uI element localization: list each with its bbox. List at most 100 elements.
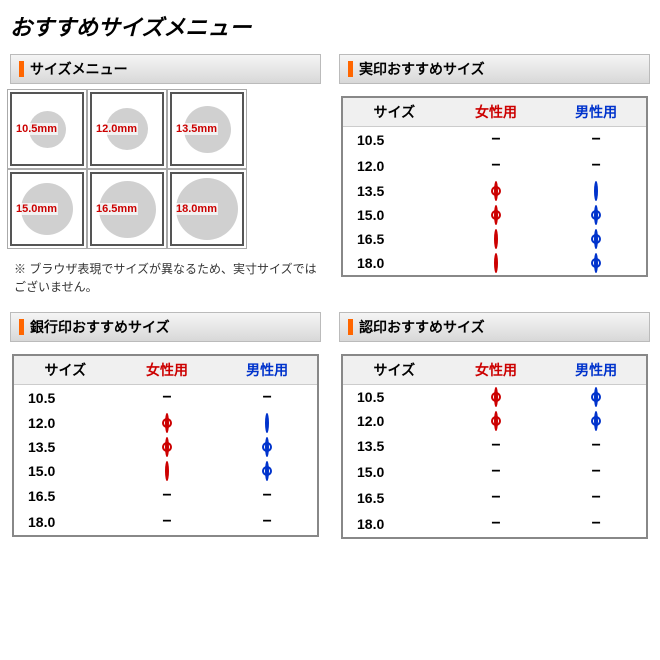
size-cell: 13.5	[342, 433, 446, 459]
female-cell: −	[446, 511, 547, 538]
female-cell: −	[446, 485, 547, 511]
single-circle-icon	[494, 253, 498, 273]
size-box[interactable]: 15.0mm	[10, 172, 84, 246]
dash-mark: −	[491, 131, 500, 148]
ginkoin-section: 銀行印おすすめサイズ サイズ女性用男性用10.5−−12.013.515.016…	[10, 312, 321, 541]
size-label: 15.0mm	[15, 203, 58, 215]
jitsuin-header: 実印おすすめサイズ	[339, 54, 650, 84]
ginkoin-header: 銀行印おすすめサイズ	[10, 312, 321, 342]
double-circle-icon	[594, 411, 598, 431]
size-cell: 12.0	[342, 409, 446, 433]
male-cell	[546, 251, 647, 276]
table-row: 10.5	[342, 385, 647, 410]
size-menu-section: サイズメニュー 10.5mm12.0mm13.5mm 15.0mm 16.5mm 18…	[10, 54, 321, 296]
male-cell: −	[217, 483, 318, 509]
dash-mark: −	[591, 437, 600, 454]
top-row: サイズメニュー 10.5mm12.0mm13.5mm 15.0mm 16.5mm 18…	[10, 54, 650, 312]
double-circle-icon	[494, 205, 498, 225]
table-row: 13.5	[13, 435, 318, 459]
dash-mark: −	[591, 157, 600, 174]
table-row: 12.0	[342, 409, 647, 433]
table-row: 18.0−−	[13, 509, 318, 536]
bottom-row: 銀行印おすすめサイズ サイズ女性用男性用10.5−−12.013.515.016…	[10, 312, 650, 557]
female-cell	[446, 179, 547, 203]
male-cell: −	[546, 485, 647, 511]
size-cell: 18.0	[342, 511, 446, 538]
female-cell: −	[446, 433, 547, 459]
male-cell	[546, 227, 647, 251]
size-label: 16.5mm	[95, 203, 138, 215]
col-female: 女性用	[117, 355, 218, 385]
single-circle-icon	[494, 229, 498, 249]
double-circle-icon	[594, 229, 598, 249]
male-cell: −	[546, 153, 647, 179]
male-cell	[546, 385, 647, 410]
double-circle-icon	[494, 181, 498, 201]
size-cell: 16.5	[342, 485, 446, 511]
dash-mark: −	[262, 389, 271, 406]
jitsuin-table: サイズ女性用男性用10.5−−12.0−−13.515.016.518.0	[341, 96, 648, 277]
table-row: 12.0	[13, 411, 318, 435]
size-box[interactable]: 10.5mm	[10, 92, 84, 166]
female-cell	[117, 459, 218, 483]
table-row: 16.5−−	[342, 485, 647, 511]
female-cell: −	[117, 385, 218, 412]
double-circle-icon	[594, 253, 598, 273]
double-circle-icon	[594, 205, 598, 225]
dash-mark: −	[491, 437, 500, 454]
size-menu-title: サイズメニュー	[30, 59, 128, 79]
dash-mark: −	[591, 131, 600, 148]
double-circle-icon	[265, 437, 269, 457]
size-box[interactable]: 16.5mm	[90, 172, 164, 246]
single-circle-icon	[594, 181, 598, 201]
table-row: 18.0−−	[342, 511, 647, 538]
female-cell	[446, 203, 547, 227]
female-cell	[117, 411, 218, 435]
size-box[interactable]: 13.5mm	[170, 92, 244, 166]
jitsuin-title: 実印おすすめサイズ	[359, 59, 485, 79]
dash-mark: −	[591, 463, 600, 480]
table-row: 13.5	[342, 179, 647, 203]
dash-mark: −	[262, 487, 271, 504]
male-cell	[217, 411, 318, 435]
size-menu-header: サイズメニュー	[10, 54, 321, 84]
male-cell: −	[546, 459, 647, 485]
female-cell: −	[446, 127, 547, 154]
mitomein-header: 認印おすすめサイズ	[339, 312, 650, 342]
size-cell: 12.0	[13, 411, 117, 435]
table-row: 10.5 − −	[13, 385, 318, 412]
page-title: おすすめサイズメニュー	[10, 10, 650, 42]
dash-mark: −	[591, 515, 600, 532]
male-cell: −	[546, 433, 647, 459]
dash-mark: −	[162, 389, 171, 406]
size-cell: 10.5	[13, 385, 117, 412]
female-cell: −	[117, 509, 218, 536]
col-male: 男性用	[546, 97, 647, 127]
size-cell: 13.5	[342, 179, 446, 203]
male-cell: −	[546, 511, 647, 538]
double-circle-icon	[165, 437, 169, 457]
table-row: 18.0	[342, 251, 647, 276]
male-cell	[217, 435, 318, 459]
female-cell: −	[446, 459, 547, 485]
male-cell	[217, 459, 318, 483]
double-circle-icon	[494, 411, 498, 431]
size-cell: 18.0	[13, 509, 117, 536]
dash-mark: −	[591, 489, 600, 506]
female-cell	[117, 435, 218, 459]
mitomein-section: 認印おすすめサイズ サイズ女性用男性用10.512.013.5−−15.0−−1…	[339, 312, 650, 541]
size-cell: 18.0	[342, 251, 446, 276]
table-row: 16.5	[342, 227, 647, 251]
size-grid: 10.5mm12.0mm13.5mm 15.0mm 16.5mm 18.0mm	[10, 92, 321, 246]
size-cell: 16.5	[342, 227, 446, 251]
ginkoin-title: 銀行印おすすめサイズ	[30, 317, 170, 337]
table-row: 10.5−−	[342, 127, 647, 154]
size-label: 18.0mm	[175, 203, 218, 215]
col-size: サイズ	[13, 355, 117, 385]
female-cell	[446, 385, 547, 410]
dash-mark: −	[491, 157, 500, 174]
male-cell: −	[546, 127, 647, 154]
table-row: 16.5−−	[13, 483, 318, 509]
size-box[interactable]: 12.0mm	[90, 92, 164, 166]
size-box[interactable]: 18.0mm	[170, 172, 244, 246]
